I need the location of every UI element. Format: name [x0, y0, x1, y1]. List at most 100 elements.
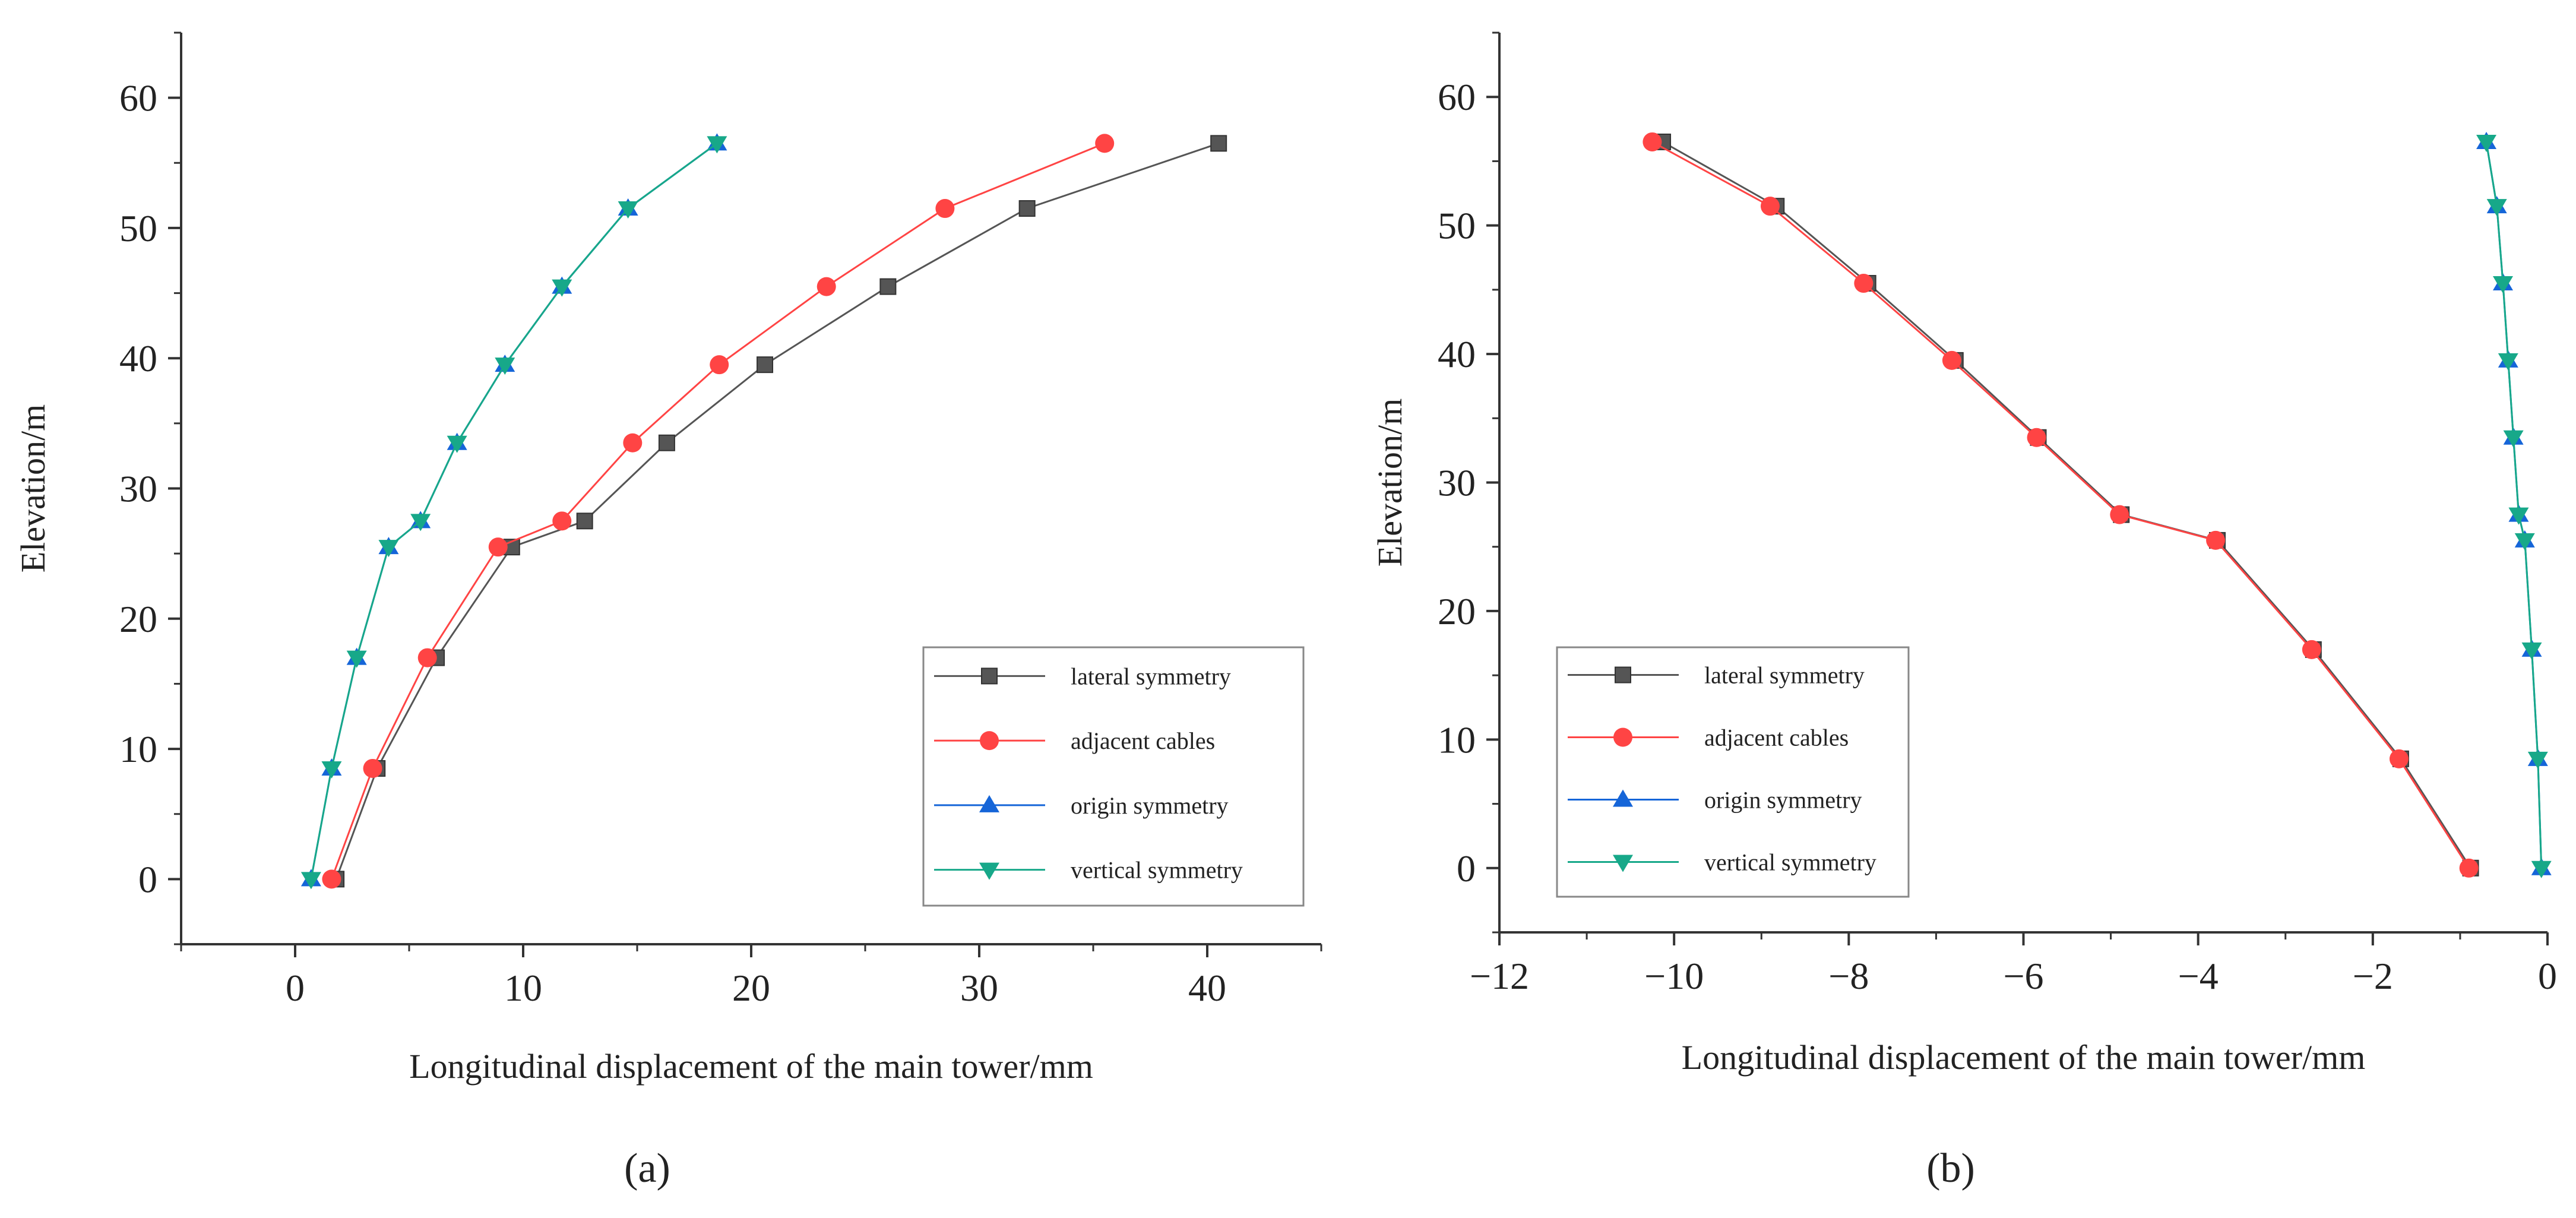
chart-panel-b: 0 10 20 30 40 50 60 −12 −10 −8 −6 −4 −2 0 Longitudinal…: [1371, 31, 2557, 1077]
data-point-lateral-symmetry: [658, 434, 675, 451]
data-point-adjacent-cables: [2459, 858, 2479, 878]
data-point-vertical-symmetry: [378, 540, 399, 558]
legend-marker-vertical-symmetry: [979, 862, 999, 880]
y-axis-title: Elevation/m: [1371, 398, 1409, 567]
x-tick-label: 40: [1188, 967, 1226, 1009]
data-point-vertical-symmetry: [2531, 860, 2552, 878]
series-line-adjacent-cables: [1651, 141, 2470, 869]
data-point-vertical-symmetry: [707, 136, 727, 154]
data-point-vertical-symmetry: [495, 358, 515, 375]
legend: lateral symmetry adjacent cables origin sy…: [1556, 646, 1910, 898]
y-tick-label: 40: [1438, 333, 1476, 375]
x-tick-label: −8: [1828, 955, 1869, 997]
data-point-vertical-symmetry: [2503, 430, 2524, 448]
data-point-adjacent-cables: [552, 511, 572, 531]
data-point-adjacent-cables: [710, 355, 729, 375]
data-point-vertical-symmetry: [2492, 276, 2513, 294]
x-tick-label: 0: [286, 967, 305, 1009]
data-point-vertical-symmetry: [2514, 533, 2535, 551]
data-point-adjacent-cables: [817, 277, 836, 296]
data-point-vertical-symmetry: [447, 435, 467, 453]
data-point-adjacent-cables: [1942, 350, 1961, 370]
y-tick-label: 60: [119, 77, 157, 119]
series-line-adjacent-cables: [330, 143, 1105, 880]
data-point-lateral-symmetry: [1018, 200, 1036, 217]
legend-label-origin-symmetry: origin symmetry: [1071, 792, 1229, 819]
legend-marker-vertical-symmetry: [1613, 855, 1633, 872]
legend-label-adjacent-cables: adjacent cables: [1704, 725, 1849, 751]
series-vertical-symmetry: [300, 136, 727, 890]
data-point-vertical-symmetry: [2476, 134, 2497, 152]
x-tick-label: −6: [2003, 955, 2043, 997]
data-point-adjacent-cables: [1095, 134, 1115, 153]
y-tick-label: 20: [119, 598, 157, 640]
x-axis-title: Longitudinal displacement of the main to…: [409, 1047, 1093, 1086]
data-point-vertical-symmetry: [618, 201, 638, 219]
y-tick-label: 20: [1438, 590, 1476, 632]
data-point-vertical-symmetry: [410, 514, 431, 532]
legend-label-vertical-symmetry: vertical symmetry: [1071, 857, 1243, 884]
data-point-adjacent-cables: [2110, 505, 2129, 524]
series-line-lateral-symmetry: [1662, 141, 2471, 869]
x-tick-label: −12: [1470, 955, 1529, 997]
data-point-vertical-symmetry: [2527, 751, 2548, 769]
y-tick-label: 10: [1438, 719, 1476, 761]
data-point-vertical-symmetry: [2486, 199, 2507, 217]
y-tick-label: 40: [119, 337, 157, 379]
y-tick-label: 10: [119, 728, 157, 770]
legend-marker-adjacent-cables: [980, 731, 999, 751]
series-line-lateral-symmetry: [335, 142, 1219, 880]
y-tick-label: 30: [1438, 462, 1476, 504]
legend-marker-lateral-symmetry: [1615, 666, 1631, 684]
y-tick-label: 50: [119, 207, 157, 249]
data-point-adjacent-cables: [1854, 274, 1874, 293]
panel-label-b: (b): [1926, 1146, 1975, 1191]
x-tick-label: 30: [960, 967, 998, 1009]
data-point-vertical-symmetry: [346, 650, 367, 668]
x-tick-label: −4: [2178, 955, 2219, 997]
y-axis-title: Elevation/m: [14, 404, 52, 573]
legend-box: [922, 646, 1305, 907]
legend-label-lateral-symmetry: lateral symmetry: [1704, 662, 1865, 689]
legend-label-lateral-symmetry: lateral symmetry: [1071, 663, 1231, 689]
x-tick-label: −10: [1644, 955, 1704, 997]
data-point-adjacent-cables: [1643, 132, 1662, 151]
legend-marker-origin-symmetry: [979, 795, 999, 812]
series-line-vertical-symmetry: [2485, 141, 2543, 868]
data-point-vertical-symmetry: [300, 872, 321, 890]
data-point-lateral-symmetry: [757, 356, 774, 374]
legend-label-adjacent-cables: adjacent cables: [1071, 727, 1215, 754]
data-point-lateral-symmetry: [576, 512, 593, 530]
data-point-lateral-symmetry: [879, 278, 897, 295]
y-tick-label: 0: [138, 858, 157, 900]
series-line-vertical-symmetry: [310, 143, 718, 880]
y-tick-label: 30: [119, 468, 157, 510]
legend-marker-lateral-symmetry: [981, 667, 998, 685]
chart-panel-a: 0 10 20 30 40 50 60 0 10 20 30 40 Longitudinal displ…: [14, 31, 1322, 1086]
legend: lateral symmetry adjacent cables origin sy…: [922, 646, 1305, 907]
y-tick-label: 0: [1457, 847, 1476, 890]
legend-marker-origin-symmetry: [1613, 789, 1633, 807]
data-point-lateral-symmetry: [1210, 135, 1227, 152]
x-tick-label: 0: [2538, 955, 2557, 997]
x-axis-title: Longitudinal displacement of the main to…: [1682, 1038, 2366, 1077]
data-point-adjacent-cables: [935, 199, 955, 219]
y-tick-label: 60: [1438, 76, 1476, 118]
x-tick-label: 10: [504, 967, 542, 1009]
data-point-adjacent-cables: [322, 869, 341, 889]
panel-label-a: (a): [624, 1146, 670, 1191]
data-point-adjacent-cables: [2389, 749, 2409, 768]
data-point-adjacent-cables: [623, 433, 643, 453]
data-point-vertical-symmetry: [2498, 353, 2518, 371]
legend-label-vertical-symmetry: vertical symmetry: [1704, 849, 1876, 876]
data-point-adjacent-cables: [2302, 640, 2321, 659]
data-point-adjacent-cables: [417, 648, 437, 667]
x-tick-label: −2: [2353, 955, 2393, 997]
series-vertical-symmetry: [2476, 134, 2552, 878]
data-point-vertical-symmetry: [321, 761, 342, 779]
data-point-adjacent-cables: [2027, 428, 2046, 447]
data-point-vertical-symmetry: [2508, 507, 2529, 525]
data-point-vertical-symmetry: [552, 279, 572, 297]
series-adjacent-cables: [1643, 132, 2479, 878]
